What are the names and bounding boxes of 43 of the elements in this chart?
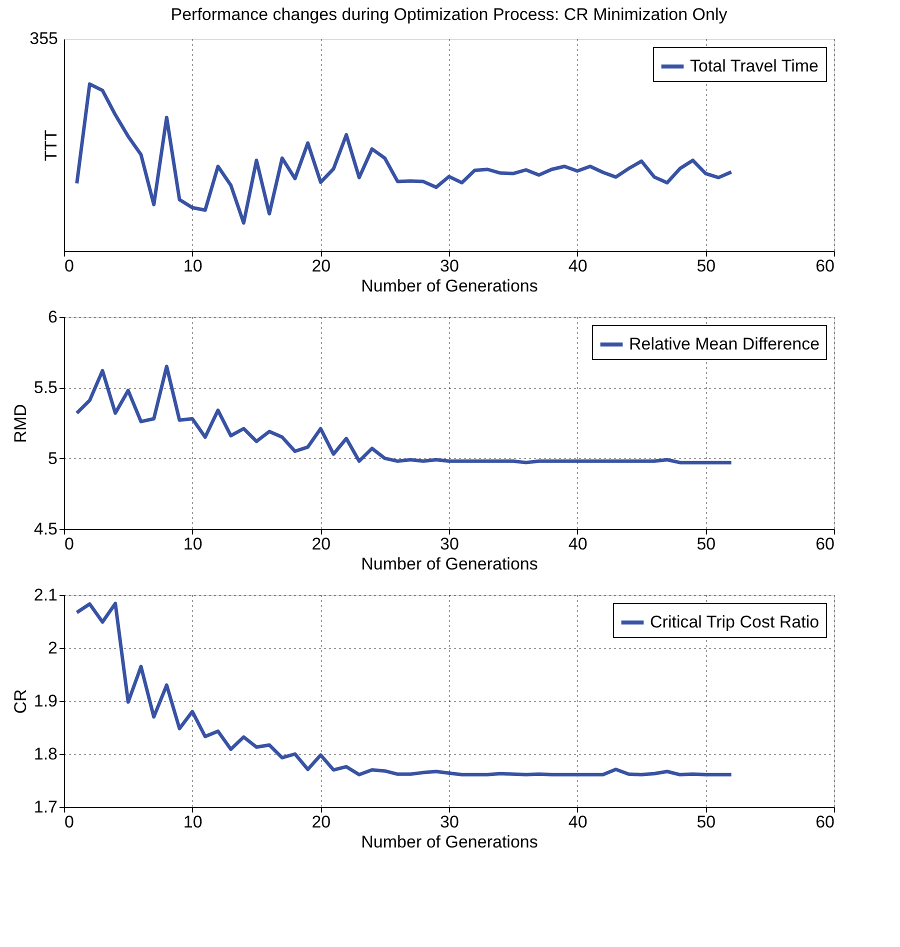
legend-label: Total Travel Time [690, 56, 818, 76]
x-tick-label: 50 [696, 534, 716, 554]
x-axis-title: Number of Generations [361, 554, 538, 574]
y-tick-label: 4.5 [34, 520, 58, 538]
x-tick-label: 60 [816, 812, 834, 832]
y-axis-title: CR [10, 689, 30, 714]
x-tick-label: 40 [568, 812, 588, 832]
x-tick-label: 50 [696, 256, 716, 276]
x-axis-title: Number of Generations [361, 276, 538, 296]
x-tick-label: 40 [568, 256, 588, 276]
line-series [75, 364, 734, 464]
x-tick-label: 0 [64, 256, 74, 276]
x-tick-label: 30 [440, 256, 459, 276]
line-series [75, 602, 734, 776]
x-tick-label: 20 [312, 256, 331, 276]
x-axis-title: Number of Generations [361, 832, 538, 852]
legend-label: Critical Trip Cost Ratio [650, 612, 820, 632]
y-tick-label: 1.9 [34, 692, 58, 710]
y-tick-label: 2.1 [34, 586, 58, 604]
x-tick-label: 0 [64, 812, 74, 832]
x-tick-label: 20 [312, 534, 331, 554]
y-tick-label: 1.7 [34, 798, 58, 816]
x-tick-label: 40 [568, 534, 588, 554]
x-tick-label: 10 [183, 812, 202, 832]
y-tick-label: 5 [48, 448, 58, 468]
text: 355 [30, 29, 58, 48]
x-tick-label: 60 [816, 534, 834, 554]
chart-title: Performance changes during Optimization Process: CR Minimization Only [170, 5, 728, 24]
y-tick-label: 1.8 [34, 744, 58, 764]
x-tick-label: 10 [183, 256, 202, 276]
y-axis-title: RMD [10, 404, 30, 443]
y-tick-label: 6 [48, 308, 58, 326]
y-axis-title: TTT [42, 130, 60, 162]
x-tick-label: 60 [816, 256, 834, 276]
x-tick-label: 0 [64, 534, 74, 554]
x-tick-label: 30 [440, 534, 459, 554]
x-tick-label: 50 [696, 812, 716, 832]
legend-label: Relative Mean Difference [629, 334, 820, 354]
x-tick-label: 10 [183, 534, 202, 554]
y-tick-label: 5.5 [34, 378, 58, 398]
x-tick-label: 20 [312, 812, 331, 832]
x-tick-label: 30 [440, 812, 459, 832]
y-tick-label: 2 [48, 638, 58, 658]
